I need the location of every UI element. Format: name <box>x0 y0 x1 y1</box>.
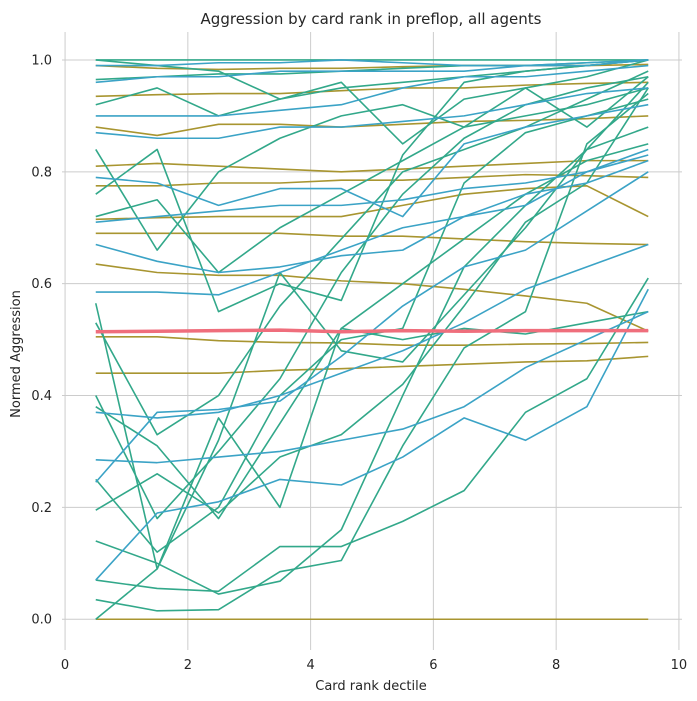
y-tick-label: 0.6 <box>31 277 52 292</box>
series-line <box>95 159 649 173</box>
series-line <box>95 59 649 251</box>
series-line <box>95 243 649 419</box>
series-line <box>95 328 649 334</box>
series-line <box>95 64 649 117</box>
x-tick-label: 8 <box>552 658 560 673</box>
series-line <box>95 263 649 332</box>
y-tick-label: 1.0 <box>31 53 52 68</box>
series-line <box>95 75 649 520</box>
tick-labels: 0 2 4 6 8 10 0.0 0.2 0.4 0.6 0.8 1.0 <box>31 53 687 673</box>
grid <box>62 32 682 650</box>
series-lines <box>94 59 649 621</box>
y-tick-label: 0.8 <box>31 165 52 180</box>
series-line <box>95 173 649 187</box>
series-line <box>95 115 649 137</box>
series-line <box>95 148 649 274</box>
series-line <box>95 59 649 84</box>
y-tick-label: 0.2 <box>31 501 52 516</box>
series-line <box>95 81 649 98</box>
series-line <box>95 59 649 145</box>
y-tick-label: 0.4 <box>31 389 52 404</box>
series-line <box>95 103 649 218</box>
series-line <box>95 87 649 140</box>
series-line <box>95 310 649 464</box>
series-line <box>95 232 649 246</box>
y-tick-label: 0.0 <box>31 613 52 628</box>
x-tick-label: 4 <box>306 658 314 673</box>
x-tick-label: 10 <box>671 658 688 673</box>
x-tick-label: 6 <box>429 658 437 673</box>
series-line <box>95 336 649 346</box>
series-line <box>95 87 649 274</box>
series-line <box>95 92 649 612</box>
series-line <box>95 98 649 553</box>
x-tick-label: 2 <box>184 658 192 673</box>
series-line <box>95 277 649 593</box>
series-line <box>95 185 649 221</box>
x-axis-label: Card rank dectile <box>315 679 426 694</box>
series-line <box>95 87 649 514</box>
x-tick-label: 0 <box>61 658 69 673</box>
series-line <box>95 59 649 67</box>
y-axis-label: Normed Aggression <box>9 290 24 418</box>
series-line <box>95 59 649 117</box>
series-line <box>95 288 649 581</box>
series-line <box>95 355 649 374</box>
chart-title: Aggression by card rank in preflop, all … <box>201 10 542 28</box>
